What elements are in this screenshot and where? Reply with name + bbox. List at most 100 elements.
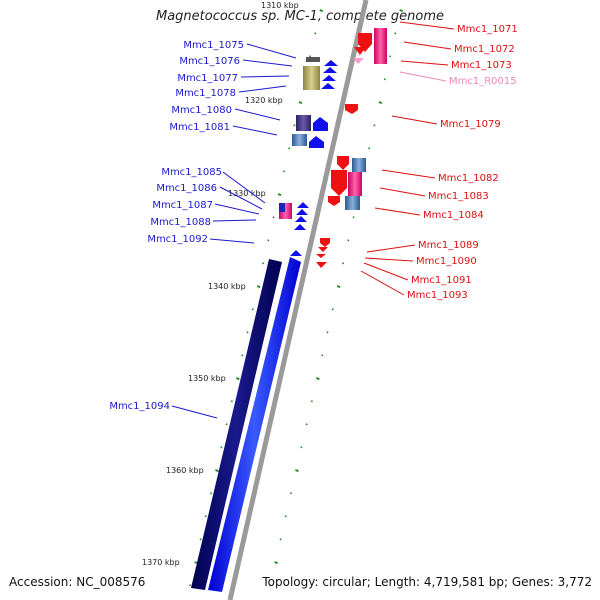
tick-mark: [274, 561, 278, 565]
gene-label[interactable]: Mmc1_1080: [171, 105, 232, 116]
gene-mmc1-1084-block[interactable]: [345, 196, 360, 210]
gene-mmc1-1072-block[interactable]: [374, 28, 387, 64]
gene-mmc1-r0015-arrow[interactable]: [353, 58, 364, 64]
tick-mark: [282, 170, 286, 173]
gene-mmc1-1089-arrow[interactable]: [320, 238, 330, 247]
tick-mark: [373, 124, 376, 127]
gene-mmc1-1076-arrow[interactable]: [324, 60, 338, 66]
gene-mmc1-1090-arrow[interactable]: [318, 247, 328, 252]
tick-mark: [230, 400, 233, 403]
gene-mmc1-1086-block[interactable]: [279, 203, 285, 212]
gene-mmc1-1093-arrow[interactable]: [316, 262, 327, 268]
gene-mmc1-1077-arrow[interactable]: [323, 67, 337, 73]
gene-label[interactable]: Mmc1_1087: [152, 200, 213, 211]
gene-label[interactable]: Mmc1_1071: [457, 24, 518, 35]
accession-text: Accession: NC_008576: [9, 575, 146, 589]
gene-mmc1-1079-arrow[interactable]: [345, 104, 358, 114]
gene-label[interactable]: Mmc1_1090: [416, 256, 477, 267]
gene-mmc1-1094-block-inner[interactable]: [208, 257, 301, 592]
tick-mark: [300, 446, 303, 449]
gene-mmc1-1084-arrow[interactable]: [328, 196, 340, 206]
gene-label[interactable]: Mmc1_1081: [169, 122, 230, 133]
gene-mmc1-1094-head[interactable]: [290, 250, 302, 256]
genome-backbone: [227, 0, 369, 600]
gene-mmc1-1073-arrow[interactable]: [354, 47, 366, 55]
gene-mmc1-1087-arrow[interactable]: [295, 216, 307, 222]
gene-label[interactable]: Mmc1_1084: [423, 210, 484, 221]
tick-mark: [269, 584, 272, 587]
tick-mark: [342, 262, 345, 265]
tick-mark: [336, 285, 341, 289]
tick-label: 1360 kbp: [166, 466, 204, 475]
gene-label[interactable]: Mmc1_1092: [147, 234, 208, 245]
minus-strand-features: [191, 57, 338, 592]
tick-label: 1340 kbp: [208, 282, 246, 291]
gene-mmc1-1082-block[interactable]: [352, 158, 366, 172]
gene-mmc1-1091-arrow[interactable]: [316, 254, 326, 258]
map-title: Magnetococcus sp. MC-1, complete genome: [155, 9, 445, 24]
gene-label[interactable]: Mmc1_1088: [150, 217, 211, 228]
gene-mmc1-1077-block[interactable]: [303, 66, 320, 90]
gene-mmc1-1083-arrow[interactable]: [331, 170, 347, 196]
gene-label[interactable]: Mmc1_1085: [161, 167, 222, 178]
gene-mmc1-1094-block-outer[interactable]: [191, 259, 282, 590]
tick-mark: [352, 216, 355, 219]
tick-mark: [326, 331, 329, 334]
tick-mark: [399, 9, 404, 13]
gene-label[interactable]: Mmc1_1073: [451, 60, 512, 71]
gene-label[interactable]: Mmc1_1076: [179, 56, 240, 67]
gene-mmc1-1075-block[interactable]: [306, 57, 320, 62]
tick-mark: [383, 78, 386, 81]
gene-label[interactable]: Mmc1_1072: [454, 44, 515, 55]
gene-mmc1-1088-arrow[interactable]: [294, 224, 306, 230]
tick-mark: [347, 239, 350, 242]
tick-mark: [305, 423, 308, 426]
tick-mark: [295, 469, 299, 473]
gene-label[interactable]: Mmc1_1091: [411, 275, 472, 286]
gene-label[interactable]: Mmc1_1093: [407, 290, 468, 301]
gene-label[interactable]: Mmc1_1094: [109, 401, 170, 412]
gene-label[interactable]: Mmc1_R0015: [449, 76, 517, 87]
gene-label[interactable]: Mmc1_1079: [440, 119, 501, 130]
tick-mark: [204, 515, 207, 518]
tick-labels: 1310 kbp 1320 kbp 1330 kbp 1340 kbp 1350…: [142, 1, 299, 567]
gene-mmc1-1080-arrow[interactable]: [313, 117, 328, 131]
gene-mmc1-1085-arrow[interactable]: [297, 202, 309, 208]
tick-mark: [199, 538, 202, 541]
gene-mmc1-1081-block[interactable]: [292, 134, 307, 146]
tick-mark: [319, 9, 324, 13]
tick-mark: [321, 354, 324, 357]
gene-mmc1-1078-arrow2[interactable]: [321, 83, 335, 89]
tick-mark: [246, 331, 249, 334]
tick-mark: [277, 193, 282, 197]
label-leader-lines: [171, 21, 455, 419]
tick-mark: [256, 285, 261, 289]
plus-strand-labels: Mmc1_1071 Mmc1_1072 Mmc1_1073 Mmc1_R0015…: [407, 24, 518, 301]
gene-label[interactable]: Mmc1_1089: [418, 240, 479, 251]
tick-mark: [293, 124, 296, 127]
tick-mark: [251, 308, 254, 311]
genome-summary-text: Topology: circular; Length: 4,719,581 bp…: [262, 575, 592, 589]
tick-mark: [368, 147, 371, 150]
tick-mark: [267, 239, 270, 242]
gene-label[interactable]: Mmc1_1083: [428, 191, 489, 202]
gene-mmc1-1080-block[interactable]: [296, 115, 311, 131]
gene-label[interactable]: Mmc1_1077: [177, 73, 238, 84]
tick-label: 1320 kbp: [245, 96, 283, 105]
tick-label: 1310 kbp: [261, 1, 299, 10]
tick-mark: [209, 492, 213, 495]
tick-mark: [298, 101, 303, 105]
gene-mmc1-1082-arrow1[interactable]: [337, 156, 349, 170]
gene-mmc1-1078-arrow[interactable]: [322, 75, 336, 81]
gene-label[interactable]: Mmc1_1082: [438, 173, 499, 184]
gene-mmc1-1083-block[interactable]: [348, 172, 362, 196]
gene-label[interactable]: Mmc1_1075: [183, 40, 244, 51]
tick-mark: [279, 538, 282, 541]
gene-mmc1-1086-arrow[interactable]: [296, 209, 308, 215]
tick-mark: [284, 515, 287, 518]
gene-mmc1-1081-arrow[interactable]: [309, 136, 324, 148]
gene-label[interactable]: Mmc1_1078: [175, 88, 236, 99]
tick-mark: [288, 147, 291, 150]
gene-label[interactable]: Mmc1_1086: [156, 183, 217, 194]
